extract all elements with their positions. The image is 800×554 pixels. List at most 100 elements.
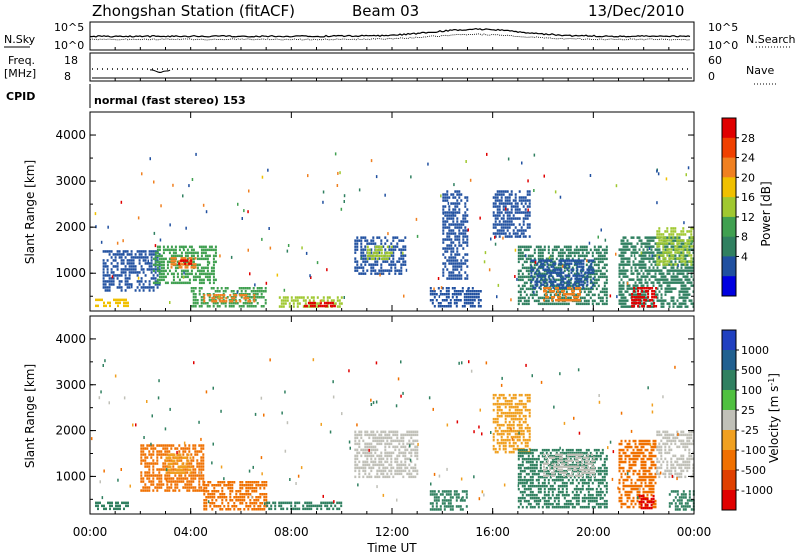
x-tick-label: 16:00	[475, 525, 510, 539]
nsky-label: N.Sky	[4, 33, 36, 46]
colorbar-tick-label: 24	[741, 152, 755, 165]
power-patch	[95, 298, 129, 308]
x-tick-label: 08:00	[274, 525, 309, 539]
colorbar-segment	[722, 256, 736, 277]
station-title: Zhongshan Station (fitACF)	[92, 2, 295, 20]
velocity-patch	[95, 501, 129, 511]
power-colorbar-ticks: 28 24 20 16 12 8 4	[736, 132, 755, 263]
velocity-patch	[668, 490, 695, 511]
velocity-patch	[354, 430, 419, 479]
freq-tick-top: 18	[64, 54, 78, 67]
colorbar-tick-label: 16	[741, 191, 755, 204]
power-y-axis: 4000 3000 2000 1000	[55, 128, 694, 297]
velocity-patch	[203, 481, 268, 511]
colorbar-tick-label: 12	[741, 211, 755, 224]
velocity-data-layer	[91, 358, 695, 511]
x-axis-label: Time UT	[366, 541, 417, 554]
cpid-text: normal (fast stereo) 153	[94, 94, 246, 107]
power-patch	[530, 259, 595, 289]
x-tick-label: 12:00	[375, 525, 410, 539]
y-tick-label: 2000	[55, 424, 86, 438]
freq-label: Freq.	[8, 54, 35, 67]
velocity-patch	[266, 501, 343, 511]
velocity-patch	[638, 494, 655, 510]
y-tick-label: 4000	[55, 128, 86, 142]
power-data-layer	[94, 152, 695, 308]
velocity-patch	[429, 490, 468, 511]
colorbar-segment	[722, 410, 736, 431]
colorbar-segment	[722, 276, 736, 297]
power-scatter	[94, 152, 693, 304]
velocity-ylabel: Slant Range [km]	[23, 364, 37, 468]
colorbar-segment	[722, 350, 736, 371]
colorbar-frame	[721, 117, 737, 297]
power-patch	[429, 287, 482, 308]
freq-unit-label: [MHz]	[4, 67, 36, 80]
nsky-tick-bottom: 10^0	[54, 39, 84, 52]
velocity-patch	[492, 393, 531, 454]
power-patch	[492, 190, 531, 238]
colorbar-tick-label: -1000	[741, 484, 773, 497]
power-patch	[366, 245, 393, 261]
velocity-colorbar-label: Velocity [m s-1]	[767, 373, 782, 463]
power-patch	[178, 259, 193, 265]
power-colorbar-label: Power [dB]	[759, 181, 773, 246]
nsearch-tick-top: 10^5	[708, 21, 738, 34]
x-tick-label: 00:00	[73, 525, 108, 539]
date-title: 13/Dec/2010	[588, 2, 684, 20]
colorbar-segment	[722, 470, 736, 491]
colorbar-segment	[722, 118, 736, 139]
colorbar-tick-label: 500	[741, 364, 762, 377]
y-tick-label: 2000	[55, 220, 86, 234]
power-ylabel: Slant Range [km]	[23, 160, 37, 264]
velocity-patch	[543, 453, 595, 477]
power-patch	[631, 287, 658, 308]
colorbar-frame	[721, 329, 737, 511]
nsearch-series-line	[89, 33, 691, 41]
colorbar-tick-label: 100	[741, 384, 762, 397]
power-patch	[203, 294, 256, 303]
colorbar-tick-label: 20	[741, 171, 755, 184]
colorbar-segment	[722, 197, 736, 218]
power-patch	[102, 250, 161, 292]
velocity-scatter	[91, 358, 679, 506]
nsearch-label: N.Search	[746, 33, 796, 46]
colorbar-tick-label: 8	[741, 231, 748, 244]
x-tick-label: 20:00	[576, 525, 611, 539]
cpid-label: CPID	[6, 90, 35, 103]
nsky-series-line	[89, 27, 691, 38]
power-patch	[278, 296, 343, 308]
nsky-tick-top: 10^5	[54, 21, 84, 34]
nave-tick-top: 60	[708, 54, 722, 67]
velocity-patch	[140, 444, 205, 492]
colorbar-tick-label: 4	[741, 250, 748, 263]
nave-label: Nave	[746, 64, 774, 77]
power-patch	[656, 227, 695, 266]
power-patch	[442, 190, 469, 280]
colorbar-segment	[722, 216, 736, 238]
beam-title: Beam 03	[352, 2, 419, 20]
colorbar-segment	[722, 450, 736, 471]
colorbar-segment	[722, 430, 736, 451]
colorbar-segment	[722, 177, 736, 198]
colorbar-tick-label: 1000	[741, 344, 769, 357]
power-patch	[152, 245, 217, 285]
nsearch-tick-bottom: 10^0	[708, 39, 738, 52]
colorbar-tick-label: -500	[741, 464, 766, 477]
y-tick-label: 4000	[55, 332, 86, 346]
velocity-colorbar-ticks: 1000 500 100 25 -25 -100 -500 -1000	[736, 344, 773, 497]
y-tick-label: 1000	[55, 266, 86, 280]
x-tick-label: 00:00	[677, 525, 712, 539]
freq-panel-frame	[89, 52, 695, 82]
colorbar-tick-label: -100	[741, 444, 766, 457]
colorbar-segment	[722, 157, 736, 178]
velocity-patch	[517, 448, 608, 509]
velocity-colorbar	[721, 329, 737, 511]
y-tick-label: 3000	[55, 174, 86, 188]
colorbar-segment	[722, 330, 736, 351]
power-colorbar	[721, 117, 737, 297]
x-tick-label: 04:00	[173, 525, 208, 539]
colorbar-segment	[722, 390, 736, 411]
